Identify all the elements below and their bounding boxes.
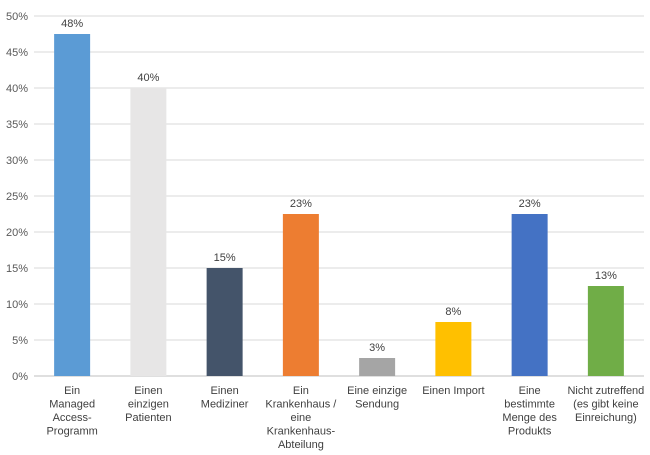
- data-label: 23%: [519, 198, 541, 210]
- data-labels: 48% 40% 15% 23% 3% 8% 23% 13%: [61, 18, 617, 354]
- x-tick-label-line: Einen: [134, 385, 162, 397]
- data-label: 15%: [214, 252, 236, 264]
- bar: [206, 268, 243, 376]
- x-tick-label-line: (es gibt keine: [573, 399, 638, 411]
- x-tick-label-line: Access-: [53, 412, 92, 424]
- data-label: 8%: [445, 306, 461, 318]
- y-tick-label: 0%: [12, 371, 28, 383]
- x-axis-category-labels: Ein Managed Access- Programm Einen einzigen Pa…: [46, 385, 644, 451]
- y-tick-label: 20%: [6, 227, 28, 239]
- x-tick-label: Ein Managed Access- Programm: [46, 385, 97, 438]
- x-tick-label-line: Ein: [64, 385, 80, 397]
- bars: [54, 34, 624, 376]
- y-tick-label: 50%: [6, 11, 28, 23]
- data-label: 13%: [595, 270, 617, 282]
- data-label: 3%: [369, 342, 385, 354]
- bar: [587, 286, 624, 376]
- x-tick-label: Einen einzigen Patienten: [125, 385, 171, 424]
- data-label: 23%: [290, 198, 312, 210]
- x-tick-label-line: Sendung: [355, 399, 399, 411]
- x-tick-label-line: eine: [290, 412, 311, 424]
- y-tick-label: 45%: [6, 47, 28, 59]
- x-tick-label-line: Menge des: [502, 412, 557, 424]
- y-tick-label: 30%: [6, 155, 28, 167]
- x-tick-label-line: Eine: [519, 385, 541, 397]
- x-tick-label: Eine einzige Sendung: [347, 385, 407, 411]
- data-label: 48%: [61, 18, 83, 30]
- bar: [435, 322, 472, 376]
- x-tick-label: Einen Import: [422, 385, 484, 397]
- gridlines: [34, 15, 644, 377]
- y-tick-label: 5%: [12, 335, 28, 347]
- x-tick-label-line: Nicht zutreffend: [567, 385, 644, 397]
- bar: [54, 34, 91, 376]
- y-tick-label: 15%: [6, 263, 28, 275]
- x-tick-label-line: Einen Import: [422, 385, 484, 397]
- x-tick-label-line: Einen: [211, 385, 239, 397]
- y-tick-label: 25%: [6, 191, 28, 203]
- x-tick-label-line: Mediziner: [201, 399, 249, 411]
- bar: [511, 214, 548, 376]
- x-tick-label-line: Einreichung): [575, 412, 637, 424]
- y-tick-label: 10%: [6, 299, 28, 311]
- x-tick-label: Einen Mediziner: [201, 385, 249, 411]
- bar: [130, 88, 167, 376]
- x-tick-label-line: bestimmte: [504, 399, 555, 411]
- x-tick-label-line: Managed: [49, 399, 95, 411]
- bar: [359, 358, 396, 376]
- x-tick-label: Eine bestimmte Menge des Produkts: [502, 385, 557, 438]
- x-tick-label-line: Krankenhaus /: [265, 399, 337, 411]
- y-axis-tick-labels: 0% 5% 10% 15% 20% 25% 30% 35% 40% 45% 50%: [6, 11, 28, 383]
- x-tick-label-line: Eine einzige: [347, 385, 407, 397]
- x-tick-label: Nicht zutreffend (es gibt keine Einreichun…: [567, 385, 644, 424]
- bar: [282, 214, 319, 376]
- x-tick-label-line: Krankenhaus-: [267, 426, 336, 438]
- x-tick-label-line: Programm: [46, 426, 97, 438]
- x-tick-label: Ein Krankenhaus / eine Krankenhaus-Abteilun…: [265, 385, 337, 451]
- data-label: 40%: [137, 72, 159, 84]
- x-tick-label-line: einzigen: [128, 399, 169, 411]
- y-tick-label: 40%: [6, 83, 28, 95]
- y-tick-label: 35%: [6, 119, 28, 131]
- x-tick-label-line: Ein: [293, 385, 309, 397]
- x-tick-label-line: Produkts: [508, 426, 552, 438]
- x-tick-label-line: Abteilung: [278, 439, 324, 451]
- x-tick-label-line: Patienten: [125, 412, 171, 424]
